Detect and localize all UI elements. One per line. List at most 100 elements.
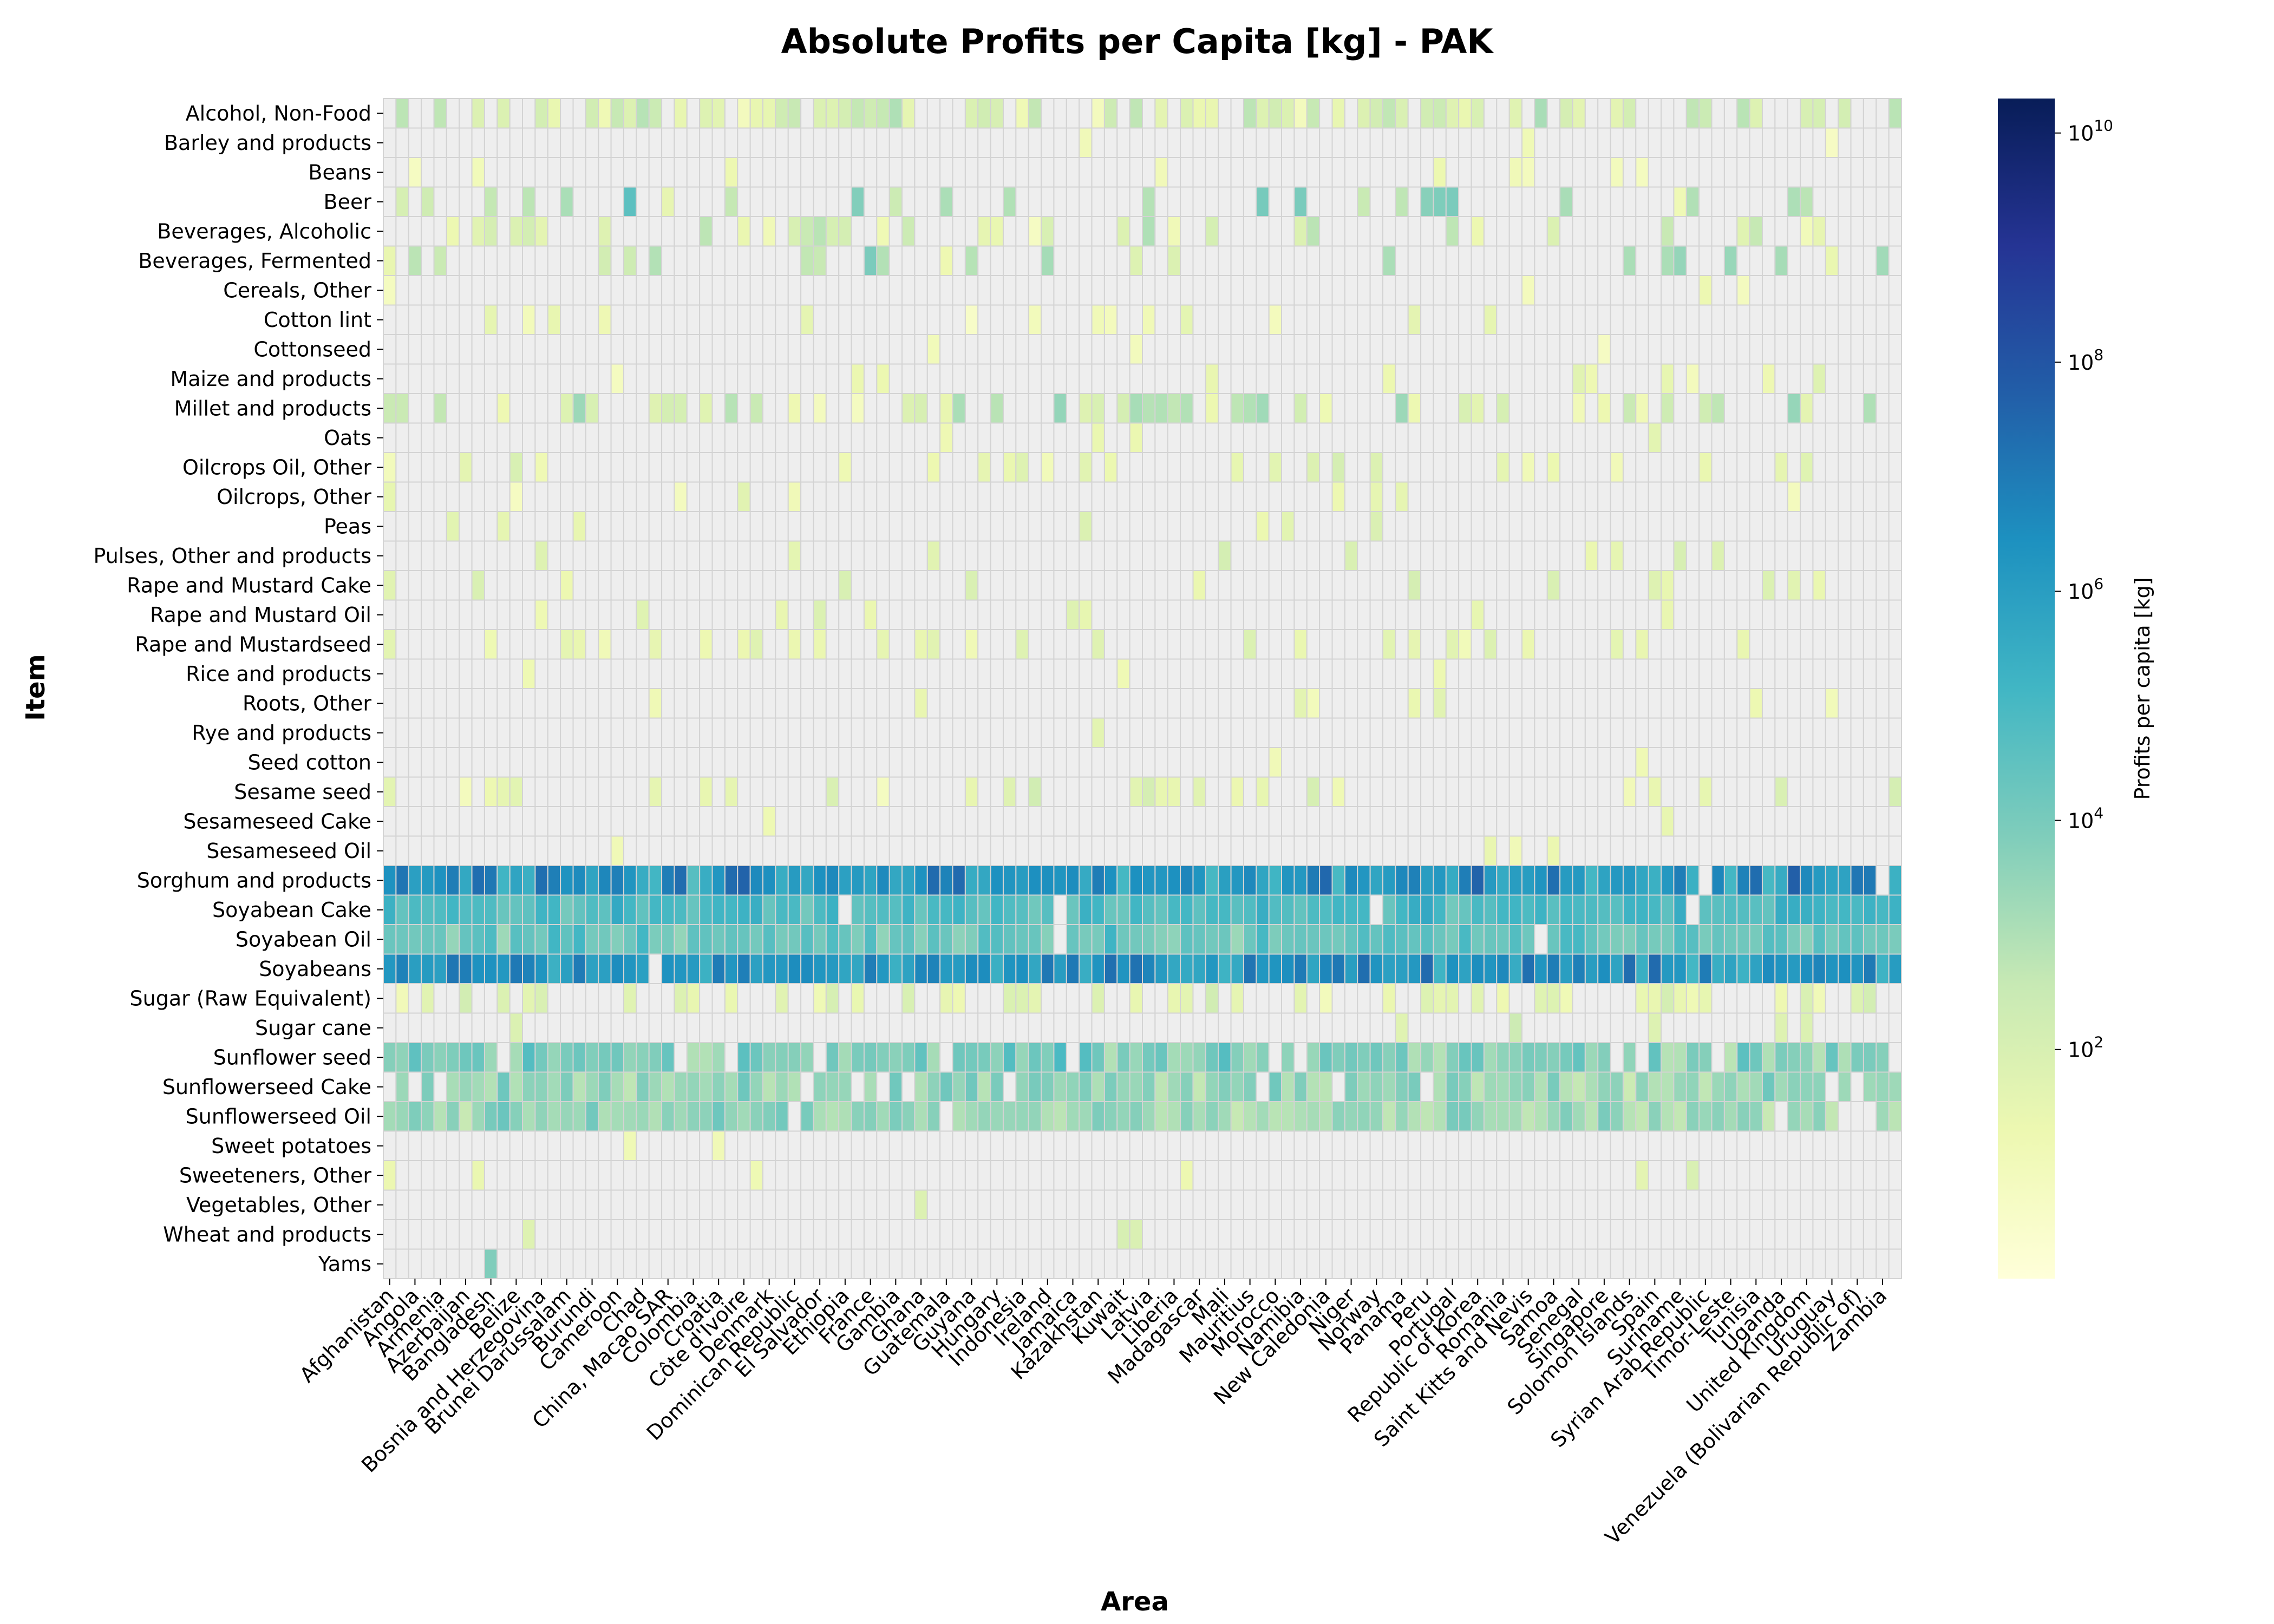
heatmap-cell <box>661 629 675 660</box>
heatmap-cell <box>775 127 789 158</box>
heatmap-cell <box>395 1130 409 1161</box>
heatmap-cell <box>1736 481 1750 512</box>
heatmap-cell <box>851 334 865 365</box>
heatmap-cell <box>1293 1101 1308 1132</box>
heatmap-cell <box>623 776 637 807</box>
heatmap-cell <box>496 245 511 276</box>
heatmap-cell <box>560 452 574 483</box>
heatmap-cell <box>1319 1101 1333 1132</box>
heatmap-cell <box>1597 688 1611 719</box>
heatmap-cell <box>711 304 726 335</box>
heatmap-cell <box>1002 1130 1017 1161</box>
heatmap-cell <box>1622 216 1637 247</box>
heatmap-cell <box>964 540 979 571</box>
heatmap-cell <box>1331 776 1345 807</box>
heatmap-cell <box>1433 1189 1447 1220</box>
heatmap-cell <box>509 157 524 188</box>
heatmap-cell <box>1787 688 1801 719</box>
heatmap-cell <box>459 599 473 630</box>
heatmap-cell <box>990 245 1004 276</box>
heatmap-cell <box>1243 747 1257 778</box>
heatmap-cell <box>1572 1101 1586 1132</box>
heatmap-cell <box>1180 157 1194 188</box>
heatmap-cell <box>939 865 953 896</box>
heatmap-cell <box>1572 422 1586 453</box>
heatmap-cell <box>914 658 928 689</box>
heatmap-cell <box>977 422 991 453</box>
heatmap-cell <box>560 334 574 365</box>
heatmap-cell <box>1028 157 1042 188</box>
heatmap-cell <box>598 127 612 158</box>
heatmap-cell <box>471 304 485 335</box>
heatmap-cell <box>977 216 991 247</box>
heatmap-cell <box>1483 98 1498 129</box>
heatmap-cell <box>1800 1160 1814 1191</box>
heatmap-cell <box>636 393 650 424</box>
heatmap-cell <box>1584 1130 1599 1161</box>
heatmap-cell <box>1167 1189 1181 1220</box>
heatmap-cell <box>1471 216 1485 247</box>
heatmap-cell <box>863 452 878 483</box>
heatmap-cell <box>547 747 561 778</box>
heatmap-cell <box>914 334 928 365</box>
heatmap-cell <box>1218 776 1232 807</box>
heatmap-cell <box>1129 658 1143 689</box>
heatmap-cell <box>1610 216 1624 247</box>
heatmap-cell <box>1622 599 1637 630</box>
heatmap-cell <box>1407 157 1422 188</box>
heatmap-cell <box>1091 157 1105 188</box>
heatmap-cell <box>1281 1012 1295 1043</box>
heatmap-cell <box>1407 599 1422 630</box>
heatmap-cell <box>711 953 726 984</box>
heatmap-cell <box>459 1248 473 1279</box>
heatmap-cell <box>1319 983 1333 1014</box>
heatmap-cell <box>876 334 890 365</box>
heatmap-cell <box>939 894 953 925</box>
heatmap-cell <box>1761 865 1776 896</box>
heatmap-cell <box>1407 717 1422 748</box>
heatmap-cell <box>1635 157 1649 188</box>
heatmap-cell <box>1103 924 1118 955</box>
heatmap-cell <box>1496 1189 1510 1220</box>
heatmap-cell <box>1407 1248 1422 1279</box>
heatmap-cell <box>496 953 511 984</box>
heatmap-cell <box>1079 540 1093 571</box>
heatmap-cell <box>1800 835 1814 866</box>
heatmap-cell <box>1331 688 1345 719</box>
heatmap-cell <box>661 747 675 778</box>
heatmap-cell <box>1180 806 1194 837</box>
heatmap-cell <box>459 334 473 365</box>
heatmap-cell <box>1749 629 1763 660</box>
heatmap-cell <box>1066 688 1080 719</box>
heatmap-cell <box>964 717 979 748</box>
heatmap-cell <box>395 540 409 571</box>
heatmap-cell <box>863 304 878 335</box>
heatmap-cell <box>598 98 612 129</box>
heatmap-cell <box>1546 717 1561 748</box>
heatmap-cell <box>1673 511 1687 542</box>
heatmap-cell <box>825 1012 840 1043</box>
heatmap-cell <box>1205 1042 1219 1073</box>
heatmap-cell <box>1306 806 1321 837</box>
heatmap-cell <box>851 275 865 306</box>
heatmap-cell <box>775 334 789 365</box>
heatmap-cell <box>888 924 903 955</box>
heatmap-cell <box>623 806 637 837</box>
heatmap-cell <box>1572 511 1586 542</box>
heatmap-cell <box>522 1189 536 1220</box>
heatmap-cell <box>1079 481 1093 512</box>
heatmap-cell <box>395 481 409 512</box>
heatmap-cell <box>1546 334 1561 365</box>
heatmap-cell <box>459 1219 473 1250</box>
heatmap-cell <box>825 1101 840 1132</box>
heatmap-cell <box>1622 983 1637 1014</box>
heatmap-cell <box>1395 98 1409 129</box>
heatmap-cell <box>1382 747 1396 778</box>
heatmap-cell <box>1243 393 1257 424</box>
heatmap-cell <box>1673 1101 1687 1132</box>
heatmap-cell <box>1041 334 1055 365</box>
heatmap-cell <box>1142 570 1156 601</box>
heatmap-cell <box>547 658 561 689</box>
heatmap-cell <box>496 275 511 306</box>
heatmap-cell <box>1508 1219 1522 1250</box>
